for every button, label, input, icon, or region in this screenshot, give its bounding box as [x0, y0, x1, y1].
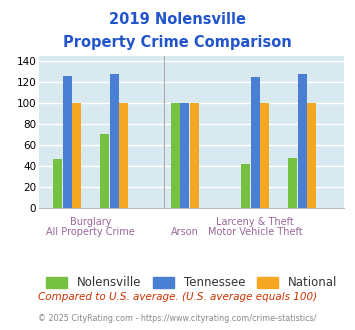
Bar — [180, 103, 189, 208]
Bar — [260, 103, 269, 208]
Bar — [119, 103, 128, 208]
Text: Property Crime Comparison: Property Crime Comparison — [63, 35, 292, 50]
Bar — [100, 134, 109, 208]
Legend: Nolensville, Tennessee, National: Nolensville, Tennessee, National — [42, 272, 342, 294]
Bar — [63, 76, 72, 208]
Bar — [307, 103, 316, 208]
Bar — [190, 103, 198, 208]
Text: Compared to U.S. average. (U.S. average equals 100): Compared to U.S. average. (U.S. average … — [38, 292, 317, 302]
Bar — [288, 158, 297, 208]
Text: © 2025 CityRating.com - https://www.cityrating.com/crime-statistics/: © 2025 CityRating.com - https://www.city… — [38, 314, 317, 323]
Text: Arson: Arson — [171, 227, 198, 237]
Text: 2019 Nolensville: 2019 Nolensville — [109, 12, 246, 26]
Bar — [241, 164, 250, 208]
Bar — [171, 103, 180, 208]
Bar — [53, 159, 62, 208]
Bar — [251, 77, 260, 208]
Bar — [110, 74, 119, 208]
Bar — [297, 74, 306, 208]
Text: Burglary: Burglary — [70, 217, 111, 227]
Text: Motor Vehicle Theft: Motor Vehicle Theft — [208, 227, 302, 237]
Text: Larceny & Theft: Larceny & Theft — [216, 217, 294, 227]
Text: All Property Crime: All Property Crime — [47, 227, 135, 237]
Bar — [72, 103, 81, 208]
